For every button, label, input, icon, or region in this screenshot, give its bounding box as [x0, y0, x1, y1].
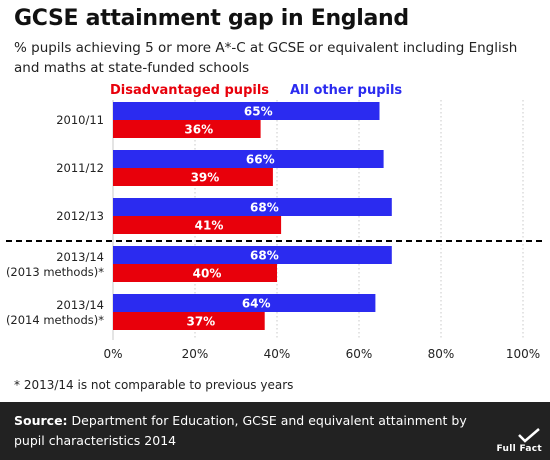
y-category-label: 2010/11 [56, 113, 104, 127]
legend-disadvantaged: Disadvantaged pupils [110, 83, 269, 98]
data-label-all-other: 64% [242, 297, 271, 311]
x-tick-label: 20% [182, 347, 209, 361]
checkmark-icon [518, 428, 540, 443]
source-label: Source: [14, 413, 68, 428]
source-text: Department for Education, GCSE and equiv… [14, 413, 467, 448]
data-label-all-other: 66% [246, 153, 275, 167]
y-category-label: 2012/13 [56, 209, 104, 223]
y-category-label: 2013/14 (2014 methods)* [6, 298, 104, 327]
x-tick-label: 80% [428, 347, 455, 361]
source-note: Source: Department for Education, GCSE a… [14, 411, 484, 451]
footer: Source: Department for Education, GCSE a… [0, 402, 550, 460]
bar-disadvantaged [113, 312, 265, 330]
logo-text: Full Fact [496, 444, 542, 454]
data-label-disadvantaged: 37% [186, 315, 215, 329]
legend-all-other: All other pupils [290, 83, 402, 98]
full-fact-logo: Full Fact [497, 427, 542, 454]
bar-disadvantaged [113, 120, 261, 138]
bar-all-other [113, 294, 376, 312]
chart-title: GCSE attainment gap in England [14, 6, 409, 31]
x-tick-label: 60% [346, 347, 373, 361]
x-tick-label: 40% [264, 347, 291, 361]
x-tick-label: 0% [103, 347, 122, 361]
footnote: * 2013/14 is not comparable to previous … [14, 378, 294, 392]
bar-chart: 0% 20% 40% 60% 80% 100% Disadvantaged pupils Al… [6, 83, 544, 361]
data-label-disadvantaged: 36% [184, 123, 213, 137]
bar-all-other [113, 102, 380, 120]
chart-subtitle: % pupils achieving 5 or more A*-C at GCS… [14, 40, 518, 76]
bar-all-other [113, 246, 392, 264]
data-label-disadvantaged: 40% [193, 267, 222, 281]
y-category-label: 2013/14 (2013 methods)* [6, 250, 104, 279]
y-category-label: 2011/12 [56, 161, 104, 175]
bar-all-other [113, 150, 384, 168]
x-tick-label: 100% [506, 347, 540, 361]
data-label-all-other: 68% [250, 201, 279, 215]
bar-all-other [113, 198, 392, 216]
data-label-all-other: 68% [250, 249, 279, 263]
bar-disadvantaged [113, 264, 277, 282]
data-label-disadvantaged: 39% [191, 171, 220, 185]
data-label-disadvantaged: 41% [195, 219, 224, 233]
data-label-all-other: 65% [244, 105, 273, 119]
bar-disadvantaged [113, 216, 282, 234]
bar-disadvantaged [113, 168, 273, 186]
